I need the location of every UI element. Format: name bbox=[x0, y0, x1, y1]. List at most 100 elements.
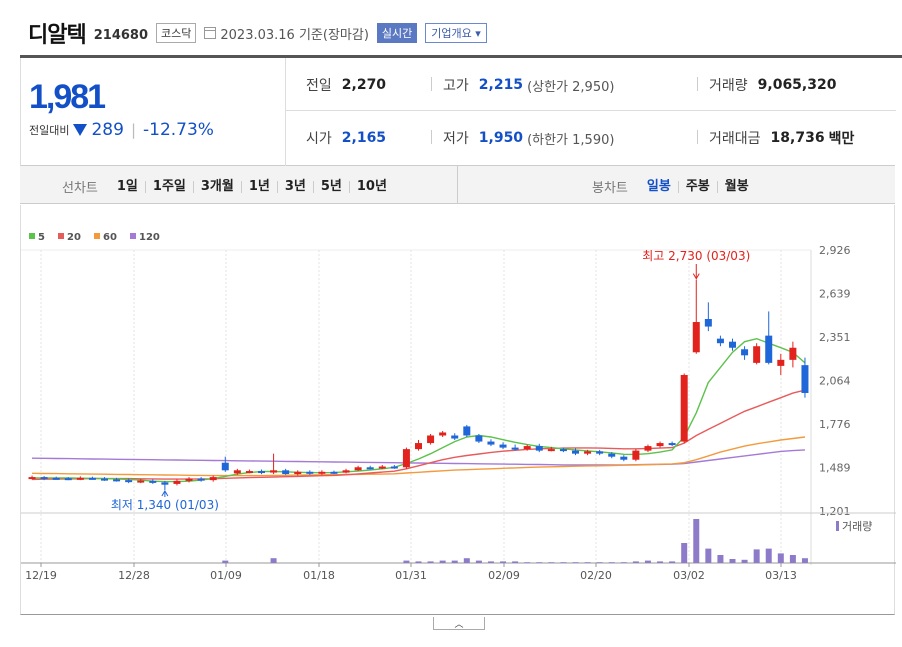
candle-body bbox=[451, 435, 459, 439]
stat-high-label: 고가 bbox=[443, 78, 469, 94]
volume-bar bbox=[222, 560, 229, 563]
line-period-tab[interactable]: 1년 bbox=[240, 180, 277, 193]
legend-swatch bbox=[29, 233, 35, 239]
candle-body bbox=[378, 466, 386, 469]
candle-body bbox=[632, 450, 640, 460]
legend-swatch bbox=[94, 233, 100, 239]
candle-body bbox=[439, 432, 447, 436]
chevron-up-icon: ︿ bbox=[454, 619, 464, 630]
stat-high-value: 2,215 bbox=[478, 77, 524, 93]
stat-amount-value: 18,736 bbox=[770, 130, 825, 146]
stat-low-label: 저가 bbox=[443, 131, 469, 147]
candle-body bbox=[741, 349, 749, 356]
low-arrow-head bbox=[161, 489, 169, 497]
candle-body bbox=[789, 347, 797, 360]
candle-body bbox=[511, 447, 519, 450]
line-chart-label: 선차트 bbox=[62, 181, 98, 196]
candle-body bbox=[729, 341, 736, 348]
candle-body bbox=[282, 470, 290, 475]
candle-body bbox=[499, 444, 507, 448]
candle-body bbox=[270, 470, 278, 473]
volume-bar bbox=[801, 558, 808, 563]
volume-bar bbox=[681, 543, 688, 563]
stat-open-value: 2,165 bbox=[341, 130, 387, 146]
volume-bar bbox=[451, 560, 458, 563]
volume-bar bbox=[512, 561, 519, 563]
x-tick-label: 01/31 bbox=[395, 569, 427, 582]
candle-body bbox=[209, 477, 217, 481]
candle-body bbox=[342, 470, 350, 473]
candle-body bbox=[245, 471, 253, 474]
line-period-tab[interactable]: 1주일 bbox=[144, 180, 193, 193]
down-triangle-icon bbox=[73, 124, 88, 136]
volume-bar bbox=[693, 519, 700, 563]
candle-body bbox=[415, 443, 422, 450]
candle-body bbox=[765, 335, 773, 363]
volume-bar bbox=[608, 562, 615, 563]
change-row: 전일대비 289 | -12.73% bbox=[29, 120, 214, 140]
volume-bar bbox=[669, 561, 676, 563]
volume-bar bbox=[753, 549, 760, 563]
stat-prev-value: 2,270 bbox=[341, 77, 387, 93]
volume-bar bbox=[270, 558, 277, 563]
line-period-tab[interactable]: 1일 bbox=[116, 178, 138, 194]
ma120-line bbox=[31, 449, 806, 466]
line-period-tab[interactable]: 3개월 bbox=[192, 180, 241, 193]
candle-period-tab[interactable]: 월봉 bbox=[716, 180, 756, 193]
company-info-label: 기업개요 bbox=[431, 27, 472, 40]
stat-lower-limit: (하한가 1,590) bbox=[527, 132, 615, 148]
legend-swatch bbox=[58, 233, 64, 239]
candle-body bbox=[64, 478, 72, 481]
candle-body bbox=[318, 471, 326, 474]
line-period-tab[interactable]: 3년 bbox=[276, 180, 313, 193]
stat-amount-label: 거래대금 bbox=[709, 131, 761, 147]
candle-body bbox=[644, 446, 652, 451]
candle-body bbox=[101, 478, 108, 481]
candle-period-tab[interactable]: 일봉 bbox=[646, 178, 671, 194]
company-info-dropdown[interactable]: 기업개요 ▾ bbox=[425, 23, 487, 43]
candle-body bbox=[161, 482, 169, 485]
candle-body bbox=[692, 322, 700, 353]
ma5-line bbox=[32, 337, 806, 483]
y-tick-label: 1,201 bbox=[819, 505, 851, 518]
candle-body bbox=[523, 446, 531, 450]
candle-body bbox=[668, 443, 676, 446]
stat-low: 저가 1,950 (하한가 1,590) bbox=[431, 128, 615, 148]
volume-legend-label: 거래량 bbox=[842, 520, 872, 533]
chart-toolbar: 선차트 1일 1주일 3개월 1년 3년 5년 10년 봉차트 일봉 주봉 월봉 bbox=[20, 166, 895, 204]
candle-body bbox=[330, 471, 338, 474]
x-tick-label: 02/20 bbox=[580, 569, 612, 582]
candle-body bbox=[716, 338, 724, 344]
volume-bar bbox=[777, 553, 784, 563]
volume-bar bbox=[487, 561, 494, 563]
volume-bar bbox=[765, 548, 772, 563]
x-tick-label: 02/09 bbox=[488, 569, 520, 582]
line-period-tab[interactable]: 5년 bbox=[312, 180, 349, 193]
candle-body bbox=[547, 449, 555, 452]
legend-swatch bbox=[130, 233, 136, 239]
legend-label: 120 bbox=[139, 232, 160, 243]
realtime-button[interactable]: 실시간 bbox=[376, 23, 418, 43]
candle-body bbox=[306, 471, 314, 474]
divider: | bbox=[130, 121, 136, 139]
candle-period-tab[interactable]: 주봉 bbox=[677, 180, 717, 193]
y-tick-label: 1,489 bbox=[819, 461, 851, 474]
volume-bar bbox=[789, 555, 796, 563]
volume-bar bbox=[524, 562, 531, 563]
candle-body bbox=[88, 477, 96, 480]
stat-upper-limit: (상한가 2,950) bbox=[527, 79, 615, 95]
candle-chart-label: 봉차트 bbox=[592, 181, 628, 196]
stat-open: 시가 2,165 bbox=[306, 128, 386, 148]
collapse-button[interactable]: ︿ bbox=[433, 617, 485, 630]
candle-body bbox=[596, 451, 604, 454]
high-annotation: 최고 2,730 (03/03) bbox=[642, 249, 750, 263]
x-tick-label: 12/19 bbox=[25, 569, 57, 582]
change-label: 전일대비 bbox=[29, 124, 70, 137]
volume-bar bbox=[475, 560, 482, 563]
candle-body bbox=[113, 479, 121, 482]
candle-body bbox=[221, 462, 229, 471]
y-tick-label: 2,351 bbox=[819, 331, 851, 344]
candle-body bbox=[390, 466, 398, 469]
volume-bar bbox=[463, 558, 470, 563]
line-period-tab[interactable]: 10년 bbox=[348, 180, 394, 193]
